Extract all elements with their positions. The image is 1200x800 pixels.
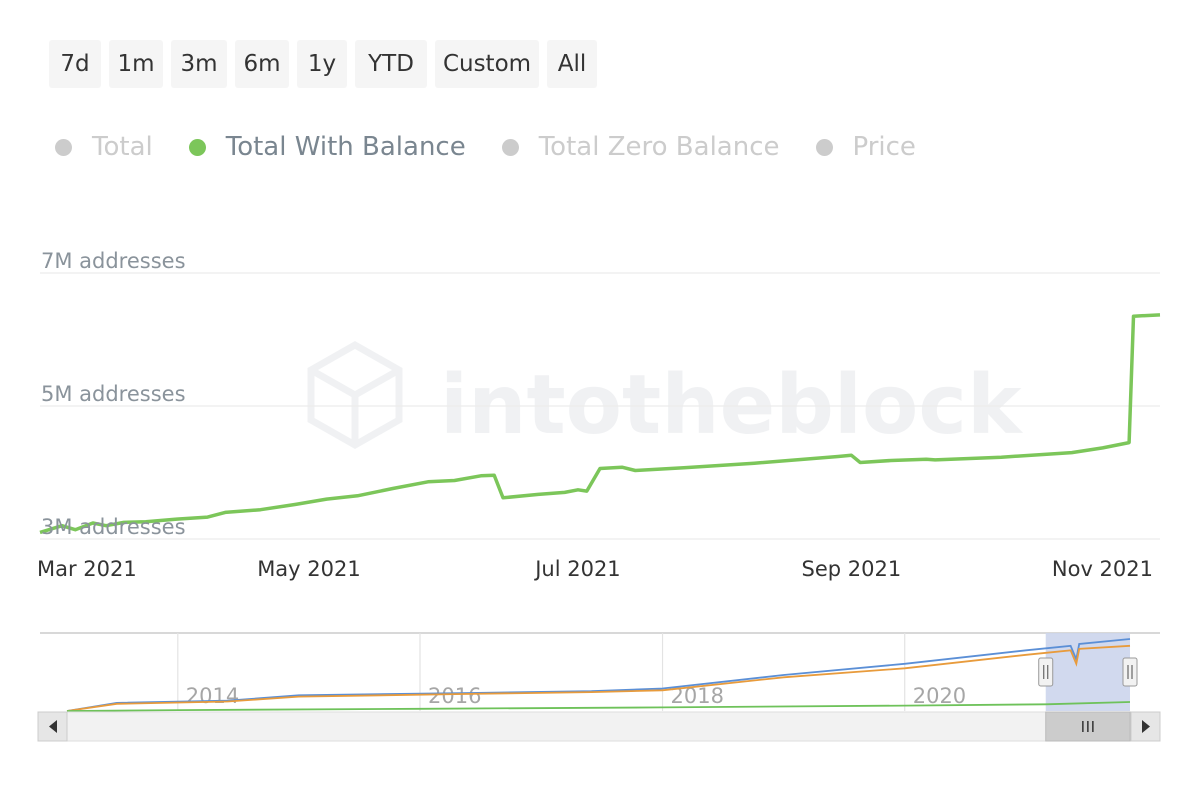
navigator-left-handle[interactable] (1038, 657, 1054, 687)
main-series-layer (39, 313, 1161, 535)
navigator-selected-range[interactable] (1045, 633, 1130, 711)
navigator-grid: 2014 2016 2018 2020 (177, 633, 966, 711)
navigator-year-label: 2016 (428, 684, 481, 708)
range-1m-button[interactable]: 1m (109, 40, 163, 88)
y-axis-labels: 7M addresses 5M addresses 3M addresses (41, 249, 186, 539)
x-tick-label: Jul 2021 (533, 557, 620, 581)
series-line-total-with-balance (39, 313, 1161, 535)
handle-grip[interactable] (1122, 657, 1138, 687)
x-tick-label: Sep 2021 (801, 557, 901, 581)
navigator-right-handle[interactable] (1122, 657, 1138, 687)
range-all-button[interactable]: All (547, 40, 597, 88)
y-tick-label: 3M addresses (41, 515, 186, 539)
x-tick-label: Nov 2021 (1052, 557, 1153, 581)
legend-dot-total-with-balance (188, 138, 206, 156)
range-custom-button[interactable]: Custom (435, 40, 539, 88)
scrollbar-thumb[interactable] (1045, 711, 1131, 742)
legend-label-total-zero-balance: Total Zero Balance (538, 132, 780, 162)
chart-legend: Total Total With Balance Total Zero Bala… (55, 132, 952, 162)
legend-dot-total-zero-balance (501, 138, 519, 156)
range-7d-button[interactable]: 7d (49, 40, 101, 88)
watermark-logo-icon (307, 340, 403, 450)
x-tick-label: Mar 2021 (37, 557, 137, 581)
legend-label-total: Total (92, 132, 153, 162)
x-axis-labels: Mar 2021 May 2021 Jul 2021 Sep 2021 Nov 2021 (37, 557, 1153, 581)
range-3m-button[interactable]: 3m (171, 40, 227, 88)
legend-item-total-zero-balance[interactable]: Total Zero Balance (501, 132, 780, 162)
range-6m-button[interactable]: 6m (235, 40, 289, 88)
watermark: intotheblock (307, 340, 1024, 453)
legend-item-price[interactable]: Price (815, 132, 916, 162)
scrollbar-track[interactable] (37, 711, 1161, 742)
y-tick-label: 7M addresses (41, 249, 186, 273)
scroll-right-arrow-icon (1142, 720, 1150, 733)
scrollbar-thumb-body[interactable] (1045, 711, 1131, 742)
navigator-year-label: 2020 (913, 684, 966, 708)
navigator-series-line (66, 701, 1131, 712)
range-ytd-button[interactable]: YTD (355, 40, 427, 88)
x-tick-label: May 2021 (257, 557, 361, 581)
main-grid (40, 272, 1160, 540)
legend-item-total-with-balance[interactable]: Total With Balance (188, 132, 466, 162)
navigator-year-label: 2014 (186, 684, 239, 708)
handle-grip[interactable] (1038, 657, 1054, 687)
navigator: 2014 2016 2018 2020 (37, 632, 1161, 742)
legend-label-price: Price (852, 132, 916, 162)
navigator-series-layer (66, 638, 1131, 712)
legend-dot-price (815, 138, 833, 156)
range-selector: 7d 1m 3m 6m 1y YTD Custom All (49, 40, 597, 88)
legend-dot-total (55, 138, 72, 156)
y-tick-label: 5M addresses (41, 382, 186, 406)
navigator-series-line (66, 644, 1131, 712)
scroll-left-arrow-icon (49, 720, 57, 733)
legend-label-total-with-balance: Total With Balance (225, 132, 466, 162)
range-1y-button[interactable]: 1y (297, 40, 347, 88)
legend-item-total[interactable]: Total (55, 132, 153, 162)
main-chart: intotheblock 7M addresses 5M addresses 3M … (37, 249, 1161, 581)
navigator-series-line (66, 638, 1131, 712)
